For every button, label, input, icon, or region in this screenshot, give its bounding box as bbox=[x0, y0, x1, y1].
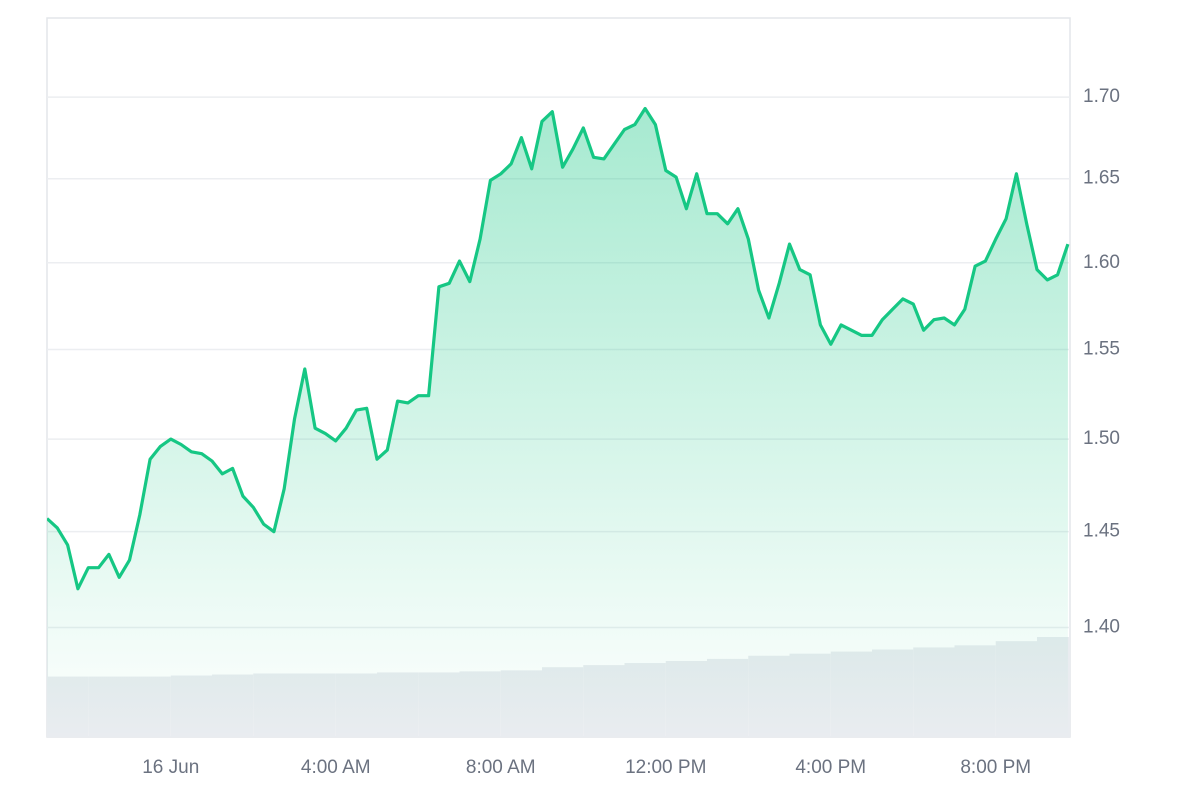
x-tick-label: 16 Jun bbox=[142, 757, 199, 778]
price bbox=[47, 106, 1070, 737]
x-tick-label: 8:00 AM bbox=[466, 757, 536, 778]
y-tick-label: 1.60 bbox=[1083, 252, 1120, 273]
price-area bbox=[47, 108, 1068, 737]
y-tick-label: 1.65 bbox=[1083, 168, 1120, 189]
y-tick-label: 1.55 bbox=[1083, 339, 1120, 360]
x-tick-label: 4:00 AM bbox=[301, 757, 371, 778]
x-tick-label: 4:00 PM bbox=[795, 757, 866, 778]
x-tick-label: 12:00 PM bbox=[625, 757, 706, 778]
axis-labels: 1.40 1.45 1.50 1.55 1.60 1.65 1.70 16 Jun 4:00 A… bbox=[142, 86, 1120, 778]
y-tick-label: 1.45 bbox=[1083, 521, 1120, 542]
y-tick-label: 1.50 bbox=[1083, 428, 1120, 449]
y-tick-label: 1.40 bbox=[1083, 617, 1120, 638]
price-line bbox=[47, 106, 1070, 591]
x-tick-label: 8:00 PM bbox=[960, 757, 1031, 778]
y-tick-label: 1.70 bbox=[1083, 86, 1120, 107]
